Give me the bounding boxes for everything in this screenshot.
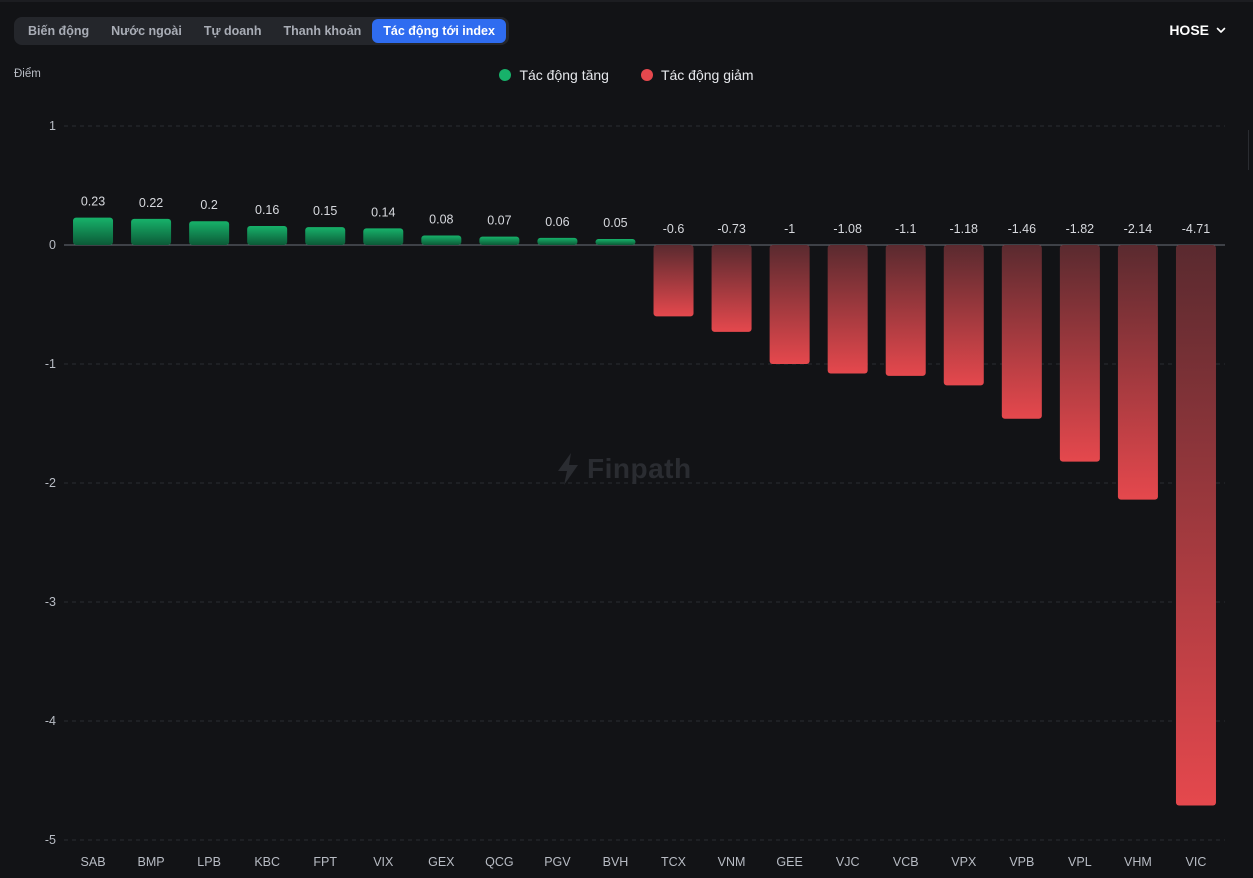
bars [73, 217, 1216, 806]
value-label-vic: -4.71 [1182, 222, 1211, 236]
tab-tac-dong-index[interactable]: Tác động tới index [372, 19, 506, 43]
value-label-vnm: -0.73 [717, 222, 746, 236]
x-tick-label-tcx: TCX [661, 855, 687, 869]
chart-legend: Tác động tăng Tác động giảm [0, 67, 1253, 83]
legend-label-increase: Tác động tăng [519, 67, 609, 83]
tab-thanh-khoan[interactable]: Thanh khoản [283, 24, 362, 38]
value-label-bvh: 0.05 [603, 216, 627, 230]
tab-tu-doanh[interactable]: Tự doanh [203, 24, 262, 38]
x-tick-label-kbc: KBC [254, 855, 280, 869]
watermark-text: Finpath [587, 453, 692, 484]
bar-vpx[interactable] [943, 245, 984, 386]
value-label-sab: 0.23 [81, 195, 105, 209]
value-label-gex: 0.08 [429, 212, 453, 226]
bar-qcg[interactable] [479, 236, 520, 245]
tab-bien-dong[interactable]: Biến động [28, 24, 90, 38]
y-tick-label: 0 [49, 238, 56, 252]
bar-bvh[interactable] [595, 239, 636, 245]
x-tick-label-vic: VIC [1186, 855, 1207, 869]
bar-vcb[interactable] [885, 245, 926, 376]
lightning-bolt-icon [558, 453, 578, 485]
value-label-vpx: -1.18 [950, 222, 979, 236]
y-tick-label: 1 [49, 119, 56, 133]
bar-fpt[interactable] [305, 227, 346, 245]
value-label-vpl: -1.82 [1066, 222, 1095, 236]
exchange-label: HOSE [1169, 22, 1209, 38]
bar-tcx[interactable] [653, 245, 694, 317]
legend-item-decrease[interactable]: Tác động giảm [640, 67, 754, 83]
x-tick-label-gee: GEE [776, 855, 802, 869]
x-tick-label-pgv: PGV [544, 855, 571, 869]
value-label-qcg: 0.07 [487, 214, 511, 228]
bar-vic[interactable] [1175, 245, 1216, 806]
tab-bar: Biến động Nước ngoài Tự doanh Thanh khoả… [14, 17, 509, 45]
value-label-tcx: -0.6 [663, 222, 685, 236]
value-label-fpt: 0.15 [313, 204, 337, 218]
y-tick-label: -5 [45, 833, 56, 847]
bar-kbc[interactable] [247, 225, 288, 245]
value-label-vix: 0.14 [371, 205, 395, 219]
x-tick-label-vpl: VPL [1068, 855, 1092, 869]
bar-vpl[interactable] [1059, 245, 1100, 462]
bar-vnm[interactable] [711, 245, 752, 332]
x-tick-label-vnm: VNM [718, 855, 746, 869]
bar-pgv[interactable] [537, 237, 578, 245]
value-label-vjc: -1.08 [833, 222, 862, 236]
x-tick-label-vjc: VJC [836, 855, 860, 869]
x-tick-label-bvh: BVH [603, 855, 629, 869]
value-label-vpb: -1.46 [1008, 222, 1037, 236]
legend-dot-decrease [640, 69, 653, 81]
bar-vpb[interactable] [1001, 245, 1042, 419]
legend-item-increase[interactable]: Tác động tăng [499, 67, 609, 83]
x-tick-label-vhm: VHM [1124, 855, 1152, 869]
x-tick-label-lpb: LPB [197, 855, 221, 869]
watermark: Finpath [555, 452, 692, 486]
y-tick-labels: 1 0 -1 -2 -3 -4 -5 [45, 119, 56, 847]
tab-nuoc-ngoai[interactable]: Nước ngoài [111, 24, 182, 38]
x-tick-label-qcg: QCG [485, 855, 513, 869]
x-tick-label-vpb: VPB [1009, 855, 1034, 869]
bar-gee[interactable] [769, 245, 810, 364]
value-label-vhm: -2.14 [1124, 222, 1153, 236]
value-label-bmp: 0.22 [139, 196, 163, 210]
chevron-down-icon [1216, 27, 1226, 33]
value-labels: 0.23 0.22 0.2 0.16 0.15 0.14 0.08 0.07 0.06 0.05 -… [81, 195, 1210, 236]
y-tick-label: -2 [45, 476, 56, 490]
legend-label-decrease: Tác động giảm [660, 67, 754, 83]
legend-dot-increase [499, 69, 512, 81]
value-label-pgv: 0.06 [545, 215, 569, 229]
y-tick-label: -4 [45, 714, 56, 728]
bar-gex[interactable] [421, 235, 462, 245]
value-label-kbc: 0.16 [255, 203, 279, 217]
y-axis-label: Điểm [14, 68, 41, 80]
bar-lpb[interactable] [189, 221, 230, 245]
bar-bmp[interactable] [131, 218, 172, 245]
x-tick-label-vix: VIX [373, 855, 394, 869]
x-tick-label-gex: GEX [428, 855, 455, 869]
value-label-vcb: -1.1 [895, 222, 917, 236]
bar-vix[interactable] [363, 228, 404, 245]
x-tick-labels: SAB BMP LPB KBC FPT VIX GEX QCG PGV BVH TCX VNM GEE V… [81, 855, 1207, 869]
y-tick-label: -3 [45, 595, 56, 609]
y-tick-label: -1 [45, 357, 56, 371]
x-tick-label-fpt: FPT [313, 855, 337, 869]
bar-sab[interactable] [73, 217, 114, 245]
x-tick-label-vcb: VCB [893, 855, 919, 869]
exchange-dropdown[interactable]: HOSE [1169, 22, 1227, 38]
bar-vhm[interactable] [1117, 245, 1158, 500]
x-tick-label-bmp: BMP [138, 855, 165, 869]
x-tick-label-sab: SAB [81, 855, 106, 869]
value-label-gee: -1 [784, 222, 795, 236]
x-tick-label-vpx: VPX [951, 855, 977, 869]
bar-vjc[interactable] [827, 245, 868, 374]
right-edge [1248, 130, 1253, 170]
top-border [0, 0, 1253, 2]
value-label-lpb: 0.2 [200, 198, 217, 212]
